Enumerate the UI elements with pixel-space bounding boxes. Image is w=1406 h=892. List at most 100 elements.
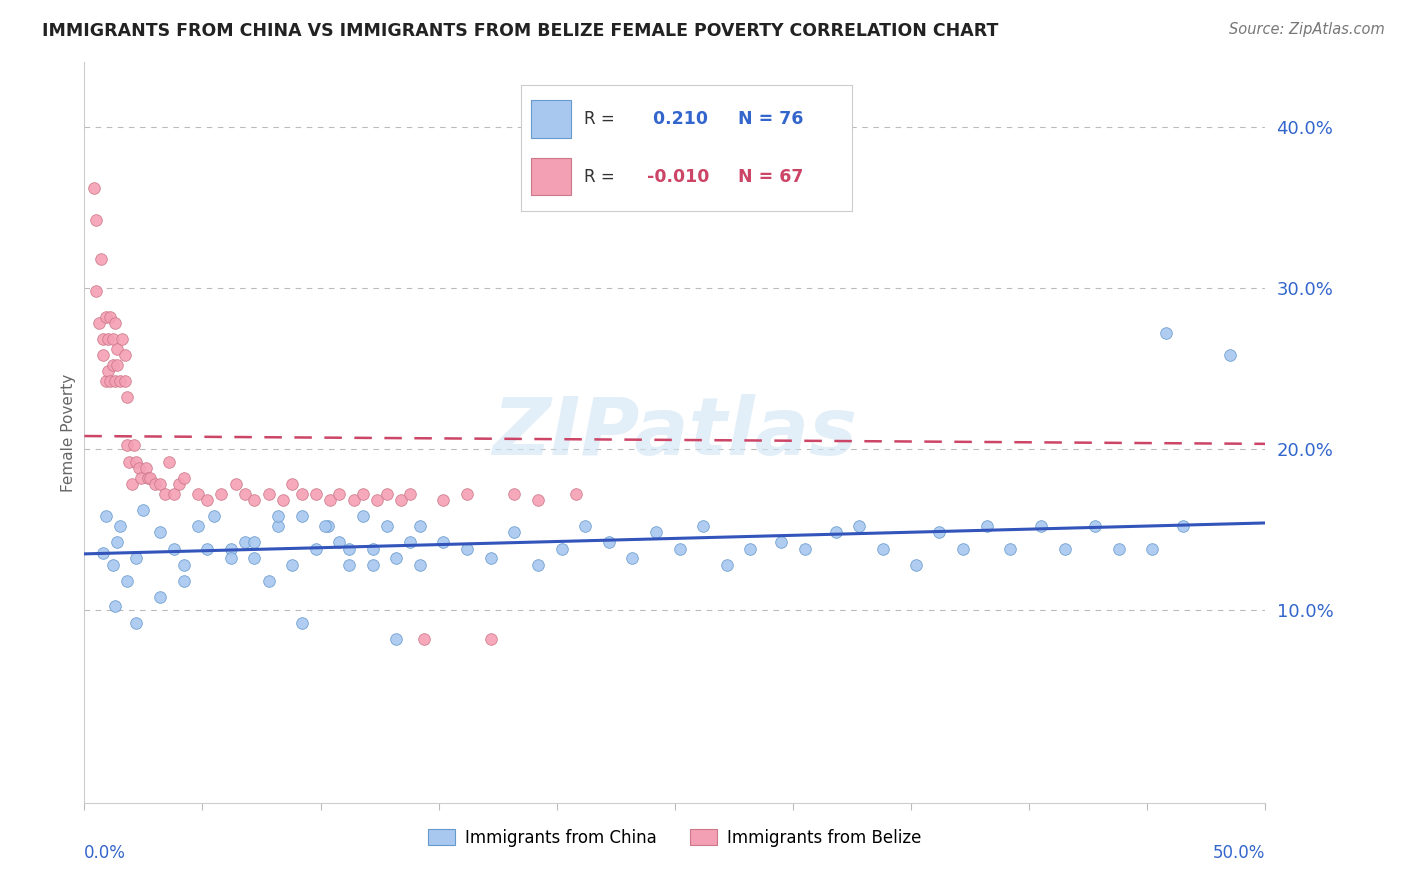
Point: [281, 477, 304, 491]
Point: [281, 558, 304, 572]
Text: Source: ZipAtlas.com: Source: ZipAtlas.com: [1229, 22, 1385, 37]
Text: IMMIGRANTS FROM CHINA VS IMMIGRANTS FROM BELIZE FEMALE POVERTY CORRELATION CHART: IMMIGRANTS FROM CHINA VS IMMIGRANTS FROM…: [42, 22, 998, 40]
Point: [128, 461, 150, 475]
Point: [257, 487, 280, 501]
Point: [375, 519, 398, 533]
Point: [328, 487, 350, 501]
Point: [824, 525, 846, 540]
Point: [90, 252, 112, 266]
Point: [267, 509, 290, 524]
Point: [337, 558, 360, 572]
Point: [91, 546, 114, 560]
Text: 50.0%: 50.0%: [1213, 844, 1265, 862]
Point: [1053, 541, 1076, 556]
Point: [385, 632, 408, 646]
Point: [1154, 326, 1177, 340]
Point: [1000, 541, 1022, 556]
Point: [125, 551, 148, 566]
Point: [94, 310, 117, 324]
Point: [233, 535, 256, 549]
Point: [793, 541, 815, 556]
Point: [389, 493, 412, 508]
Y-axis label: Female Poverty: Female Poverty: [60, 374, 76, 491]
Point: [195, 493, 218, 508]
Point: [1140, 541, 1163, 556]
Point: [202, 509, 225, 524]
Point: [432, 493, 454, 508]
Point: [361, 558, 384, 572]
Point: [101, 358, 124, 372]
Point: [104, 599, 127, 614]
Point: [621, 551, 644, 566]
Point: [928, 525, 950, 540]
Point: [399, 535, 422, 549]
Point: [291, 509, 314, 524]
Point: [187, 519, 209, 533]
Point: [243, 535, 266, 549]
Point: [645, 525, 668, 540]
Legend: Immigrants from China, Immigrants from Belize: Immigrants from China, Immigrants from B…: [422, 822, 928, 854]
Text: 0.0%: 0.0%: [84, 844, 127, 862]
Point: [163, 541, 186, 556]
Point: [225, 477, 247, 491]
Point: [1171, 519, 1194, 533]
Point: [668, 541, 690, 556]
Point: [848, 519, 870, 533]
Point: [173, 574, 195, 588]
Point: [1219, 348, 1241, 362]
Point: [456, 487, 478, 501]
Point: [104, 374, 127, 388]
Point: [1029, 519, 1052, 533]
Point: [872, 541, 894, 556]
Point: [91, 348, 114, 362]
Point: [291, 615, 314, 630]
Point: [527, 493, 550, 508]
Point: [952, 541, 974, 556]
Point: [125, 615, 148, 630]
Point: [976, 519, 998, 533]
Point: [149, 477, 172, 491]
Point: [87, 316, 110, 330]
Point: [385, 551, 408, 566]
Point: [143, 477, 166, 491]
Point: [219, 551, 242, 566]
Point: [267, 519, 290, 533]
Point: [337, 541, 360, 556]
Point: [187, 487, 209, 501]
Point: [149, 525, 172, 540]
Point: [94, 374, 117, 388]
Point: [550, 541, 572, 556]
Point: [305, 541, 328, 556]
Point: [84, 213, 107, 227]
Point: [132, 503, 155, 517]
Point: [209, 487, 232, 501]
Point: [319, 493, 342, 508]
Point: [167, 477, 190, 491]
Point: [233, 487, 256, 501]
Point: [314, 519, 336, 533]
Point: [115, 438, 138, 452]
Point: [692, 519, 714, 533]
Point: [107, 342, 129, 356]
Point: [104, 316, 127, 330]
Point: [257, 574, 280, 588]
Point: [456, 541, 478, 556]
Point: [115, 390, 138, 404]
Point: [243, 493, 266, 508]
Point: [1108, 541, 1130, 556]
Point: [108, 374, 131, 388]
Point: [83, 181, 105, 195]
Point: [219, 541, 242, 556]
Point: [84, 284, 107, 298]
Point: [129, 471, 152, 485]
Point: [121, 477, 143, 491]
Point: [139, 471, 162, 485]
Point: [716, 558, 738, 572]
Point: [740, 541, 762, 556]
Point: [135, 461, 157, 475]
Point: [94, 509, 117, 524]
Point: [173, 471, 195, 485]
Point: [316, 519, 339, 533]
Point: [98, 374, 121, 388]
Point: [271, 493, 294, 508]
